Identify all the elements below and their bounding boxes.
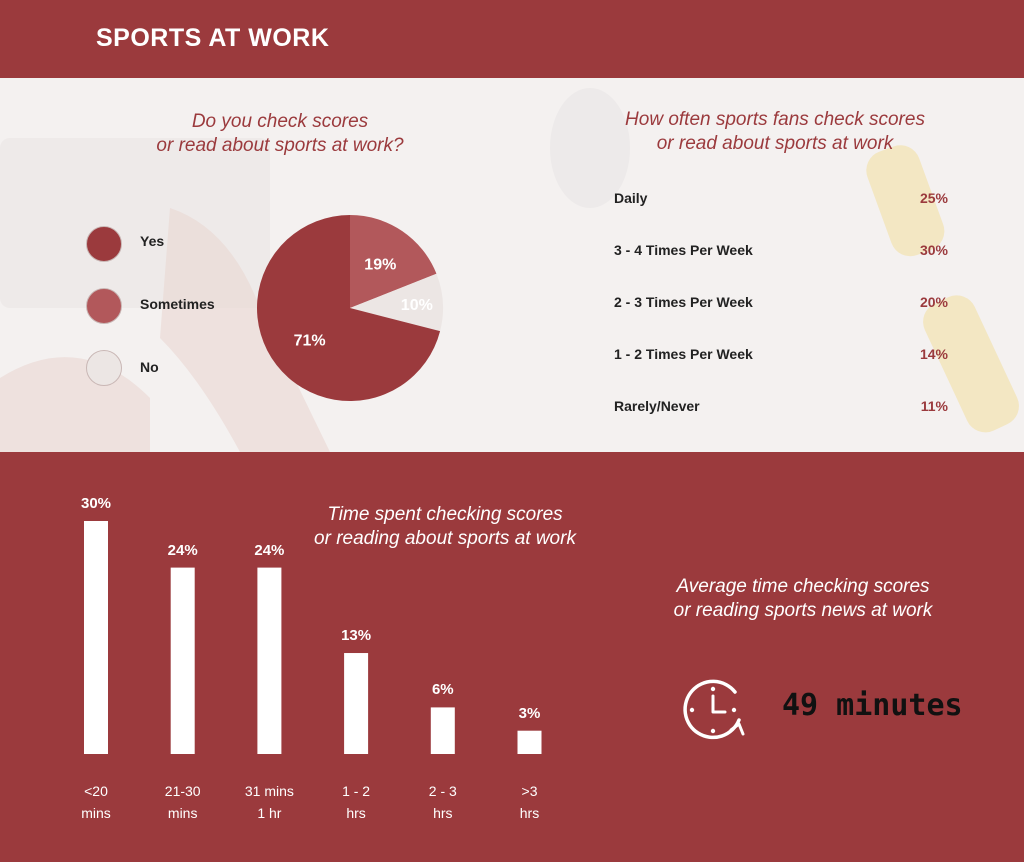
bar [517, 730, 542, 754]
bar-value-label: 24% [254, 541, 285, 559]
pie-title-line1: Do you check scores [191, 111, 369, 132]
legend-label-sometimes: Sometimes [140, 296, 215, 312]
average-title-line2: or reading sports news at work [673, 600, 933, 621]
bar-category-label: <20 mins [81, 783, 111, 821]
frequency-title: How often sports fans check scores or re… [620, 108, 930, 156]
bar-title-line1: Time spent checking scores [327, 504, 563, 525]
frequency-row-value: 30% [919, 242, 948, 258]
bar [430, 707, 455, 754]
pie-value-label: 71% [294, 332, 326, 349]
bar-title: Time spent checking scores or reading ab… [305, 503, 585, 551]
bar [84, 521, 108, 754]
legend-label-yes: Yes [140, 233, 165, 249]
pie-title: Do you check scores or read about sports… [150, 110, 410, 158]
bar [257, 567, 282, 754]
clock-icon [683, 679, 745, 740]
frequency-row-label: 2 - 3 Times Per Week [614, 294, 753, 310]
background-illustration [0, 88, 1019, 452]
page-title: SPORTS AT WORK [96, 24, 330, 52]
average-title-line1: Average time checking scores [676, 576, 930, 597]
bar-category-label: >3 hrs [519, 783, 540, 821]
bar-title-line2: or reading about sports at work [314, 528, 576, 549]
frequency-row-label: Rarely/Never [614, 398, 700, 414]
bar-value-label: 13% [341, 627, 372, 645]
pie-value-label: 19% [364, 256, 396, 273]
bar-value-label: 6% [431, 681, 454, 699]
frequency-title-line1: How often sports fans check scores [625, 109, 925, 130]
bar [170, 567, 195, 754]
average-title: Average time checking scores or reading … [668, 575, 938, 623]
frequency-row-value: 20% [919, 294, 948, 310]
legend-label-no: No [140, 359, 159, 375]
pie-slice-no [350, 273, 443, 332]
bar-value-label: 30% [80, 495, 112, 512]
frequency-title-line2: or read about sports at work [656, 133, 894, 154]
pie-title-line2: or read about sports at work? [156, 135, 404, 156]
pie-chart: 19% 10% 71% [256, 215, 443, 401]
frequency-row-value: 14% [919, 346, 948, 362]
bar-value-label: 24% [167, 541, 198, 559]
bar-category-label: 31 mins 1 hr [244, 783, 294, 821]
bar-category-label: 2 - 3 hrs [428, 783, 457, 821]
frequency-row-label: Daily [614, 190, 648, 206]
bar-category-label: 1 - 2 hrs [342, 783, 371, 821]
legend-swatch-sometimes [86, 288, 122, 324]
frequency-row-value: 25% [919, 190, 948, 206]
legend-swatch-yes [86, 226, 122, 262]
bar-chart [84, 521, 542, 754]
average-value: 49 minutes [782, 688, 963, 723]
pie-slice-sometimes [350, 215, 437, 308]
pie-value-label: 10% [401, 297, 433, 314]
legend-swatch-no [86, 350, 122, 386]
survey-section: Do you check scores or read about sports… [0, 78, 1024, 452]
bar-value-label: 3% [518, 704, 541, 722]
pie-slice-yes [256, 215, 441, 401]
frequency-row-value: 11% [920, 398, 948, 414]
frequency-row-label: 1 - 2 Times Per Week [614, 346, 753, 362]
bar [344, 653, 369, 754]
header-banner: SPORTS AT WORK [0, 0, 1024, 78]
frequency-row-label: 3 - 4 Times Per Week [614, 242, 753, 258]
bar-category-label: 21-30 mins [164, 783, 201, 821]
